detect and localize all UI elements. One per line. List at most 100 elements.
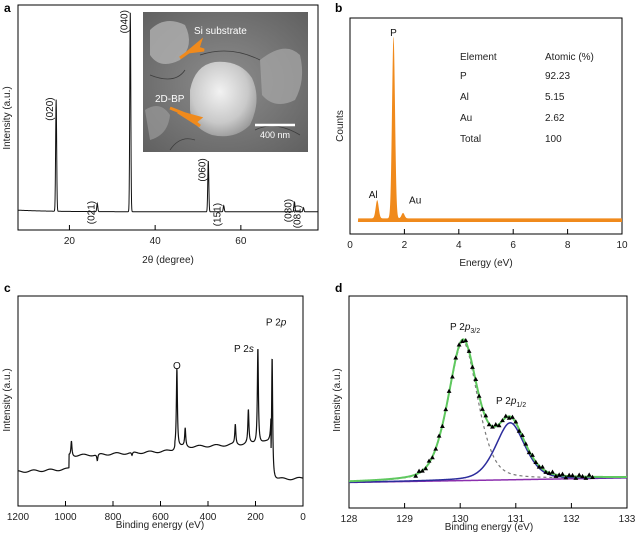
x-tick-label: 1200 [7, 512, 30, 523]
x-tick-label: 40 [150, 236, 162, 247]
sem-particle [260, 48, 303, 104]
data-marker [426, 458, 432, 463]
arrow-si-substrate [179, 37, 205, 60]
x-tick-label: 2 [402, 240, 408, 251]
xps-survey-line [17, 348, 304, 481]
y-axis-label: Intensity (a.u.) [332, 368, 343, 431]
data-marker [446, 388, 452, 393]
peak-labels: (020) (021) (040) (060) (151) (080)(081) [45, 10, 303, 228]
data-marker [526, 449, 532, 455]
data-marker [456, 342, 462, 347]
table-cell: 2.62 [545, 113, 565, 124]
peak-label: P 2s [234, 344, 254, 355]
x-ticks: 0 2 4 6 8 10 [347, 229, 628, 251]
data-marker [443, 406, 449, 412]
data-marker [576, 472, 582, 477]
peak-label-2p1: P 2p1/2 [496, 396, 526, 409]
component-2p1-line [348, 422, 628, 483]
plot-frame [17, 4, 319, 231]
x-tick-label: 0 [300, 512, 306, 523]
data-marker [590, 474, 595, 480]
x-tick-label: 200 [247, 512, 264, 523]
x-tick-label: 133 [619, 514, 636, 525]
x-tick-label: 1000 [54, 512, 77, 523]
inset-label-bp: 2D-BP [155, 94, 185, 105]
table-cell: 100 [545, 134, 562, 145]
data-marker [493, 422, 499, 427]
data-marker [546, 470, 552, 475]
data-marker [423, 466, 429, 471]
table-header: Element [460, 52, 497, 63]
data-marker [436, 433, 442, 438]
panel-label: d [335, 281, 342, 295]
composition-table: Element Atomic (%) P 92.23 Al 5.15 Au 2.… [460, 52, 594, 145]
x-tick-label: 128 [341, 514, 358, 525]
data-marker [523, 441, 529, 446]
data-marker [419, 468, 425, 473]
peak-label: (081) [292, 205, 303, 228]
panel-label: b [335, 1, 342, 15]
sem-particle [150, 21, 189, 64]
scale-bar-label: 400 nm [260, 130, 290, 140]
x-tick-label: 600 [152, 512, 169, 523]
y-axis-label: Counts [335, 110, 346, 142]
data-marker [480, 406, 485, 411]
data-markers [413, 337, 595, 480]
data-marker [536, 464, 542, 469]
data-marker [473, 376, 479, 382]
panel-b: b 0 2 4 6 8 10 Al P Au Energy (eV) Counts Eleme… [335, 1, 628, 269]
peak-label: P [390, 28, 397, 39]
data-marker [583, 475, 589, 480]
data-marker [503, 413, 509, 418]
data-marker [486, 422, 492, 427]
data-marker [516, 428, 522, 433]
x-tick-label: 20 [64, 236, 76, 247]
x-axis-label: Binding energy (eV) [116, 520, 204, 531]
table-cell: 5.15 [545, 92, 565, 103]
xrd-series-line [17, 12, 318, 213]
data-marker [563, 475, 569, 480]
x-tick-label: 4 [456, 240, 462, 251]
x-axis-label: Binding energy (eV) [445, 522, 533, 533]
data-marker [540, 464, 545, 469]
data-marker [580, 473, 585, 479]
table-cell: Au [460, 113, 472, 124]
x-tick-label: 800 [105, 512, 122, 523]
x-tick-label: 10 [616, 240, 628, 251]
panel-d: d 128 129 130 131 132 133 P 2p3/2 P 2p1/2 Bin… [332, 281, 636, 533]
data-marker [510, 414, 515, 419]
data-marker [430, 455, 435, 460]
panel-label: c [4, 281, 11, 295]
peak-labels: Al P Au [369, 28, 422, 206]
x-tick-label: 60 [235, 236, 247, 247]
data-marker [470, 364, 475, 369]
sem-inset: Si substrate 2D-BP 400 nm [143, 12, 308, 152]
data-marker [450, 374, 455, 379]
data-marker [530, 452, 535, 457]
data-marker [573, 475, 579, 480]
peak-label: (021) [86, 201, 97, 224]
x-tick-label: 6 [510, 240, 516, 251]
x-tick-label: 400 [200, 512, 217, 523]
data-marker [553, 473, 559, 478]
table-cell: Al [460, 92, 469, 103]
x-tick-label: 129 [396, 514, 413, 525]
plot-frame [349, 17, 623, 235]
peak-label: O [173, 361, 181, 372]
data-marker [550, 469, 555, 474]
sem-bp-flake [190, 61, 257, 137]
peak-label: (020) [45, 97, 56, 120]
peak-label: (151) [213, 203, 224, 226]
sem-particle [145, 106, 170, 140]
x-tick-label: 132 [563, 514, 580, 525]
x-axis-label: Energy (eV) [459, 258, 512, 269]
sem-cracks [149, 50, 301, 151]
peak-label: (040) [119, 10, 130, 33]
data-marker [513, 419, 519, 424]
x-ticks: 128 129 130 131 132 133 [341, 503, 636, 525]
panel-label: a [4, 1, 11, 15]
data-marker [466, 348, 472, 353]
x-ticks: 1200 1000 800 600 400 200 0 [7, 501, 306, 523]
data-marker [483, 413, 489, 418]
data-marker [416, 468, 422, 473]
